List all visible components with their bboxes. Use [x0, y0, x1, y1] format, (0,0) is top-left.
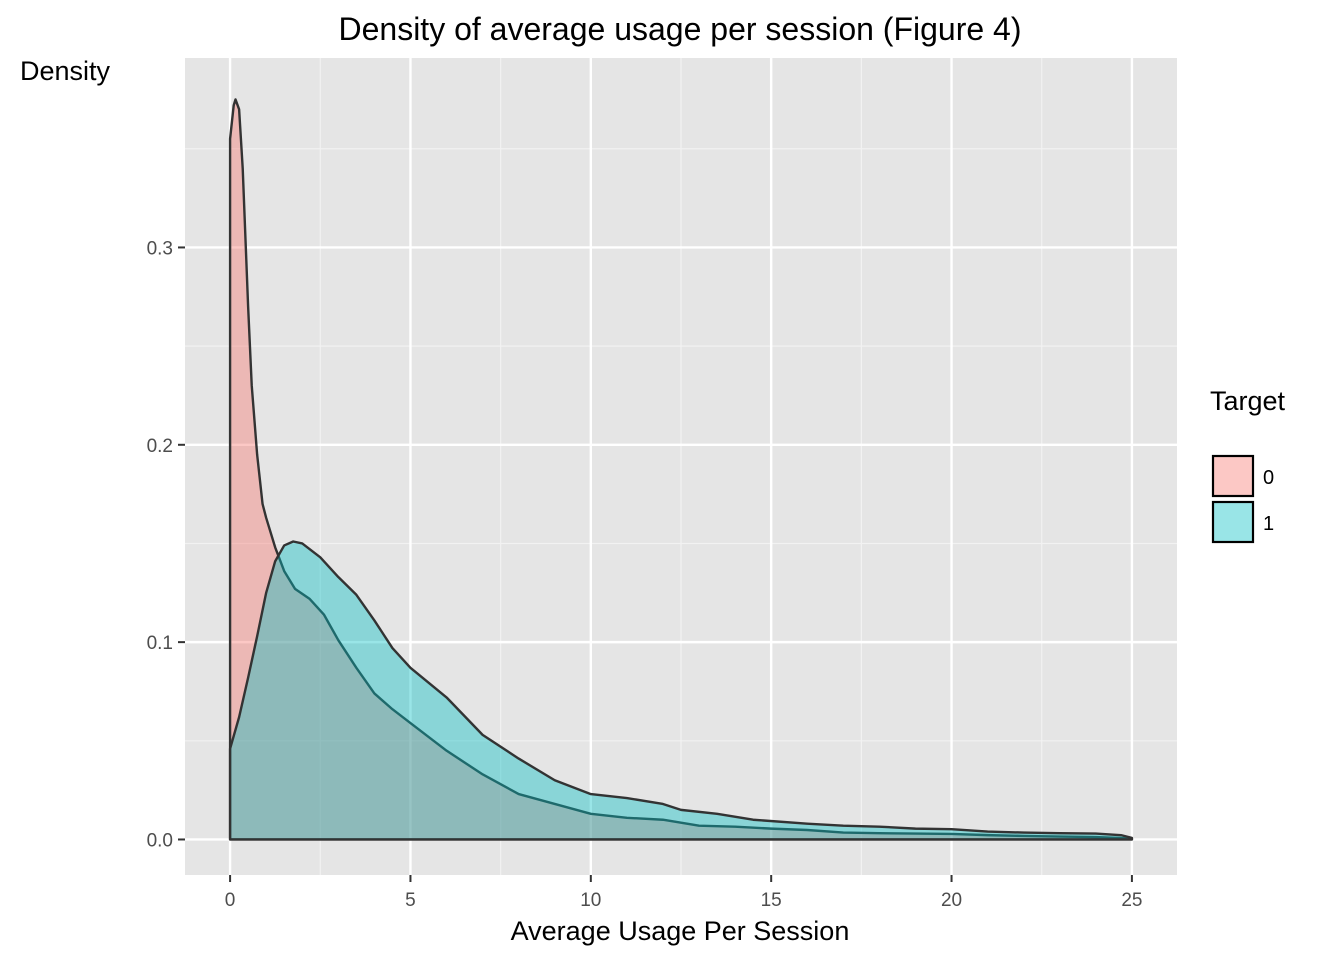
- x-tick-label: 5: [405, 890, 416, 911]
- legend-key-1: [1211, 500, 1255, 544]
- x-tick-label: 10: [580, 890, 601, 911]
- x-tick-label: 20: [941, 890, 962, 911]
- density-area-target-0: [228, 98, 1134, 841]
- legend-label-1: 1: [1263, 513, 1274, 535]
- x-tick-label: 15: [761, 890, 782, 911]
- legend-key-background: [1212, 455, 1254, 497]
- x-axis-title: Average Usage Per Session: [511, 916, 850, 946]
- x-tick-label: 0: [225, 890, 236, 911]
- legend-title: Target: [1210, 386, 1286, 416]
- legend-key-background: [1212, 501, 1254, 543]
- legend-label-0: 0: [1263, 467, 1274, 489]
- legend-items: 01: [1211, 454, 1274, 544]
- y-tick-label: 0.1: [147, 633, 173, 654]
- y-axis: 0.0 0.1 0.2 0.3: [147, 238, 185, 851]
- y-tick-label: 0.3: [147, 238, 173, 259]
- x-axis: 0 5 10 15 20 25: [225, 875, 1142, 911]
- chart-title: Density of average usage per session (Fi…: [338, 11, 1021, 47]
- legend-key-0: [1211, 454, 1255, 498]
- x-tick-label: 25: [1121, 890, 1142, 911]
- density-area-target-1: [228, 540, 1134, 841]
- legend: Target 01: [1210, 386, 1286, 544]
- y-tick-label: 0.0: [147, 830, 173, 851]
- y-tick-label: 0.2: [147, 436, 173, 457]
- y-axis-title: Density: [20, 56, 111, 86]
- density-series: [228, 98, 1134, 841]
